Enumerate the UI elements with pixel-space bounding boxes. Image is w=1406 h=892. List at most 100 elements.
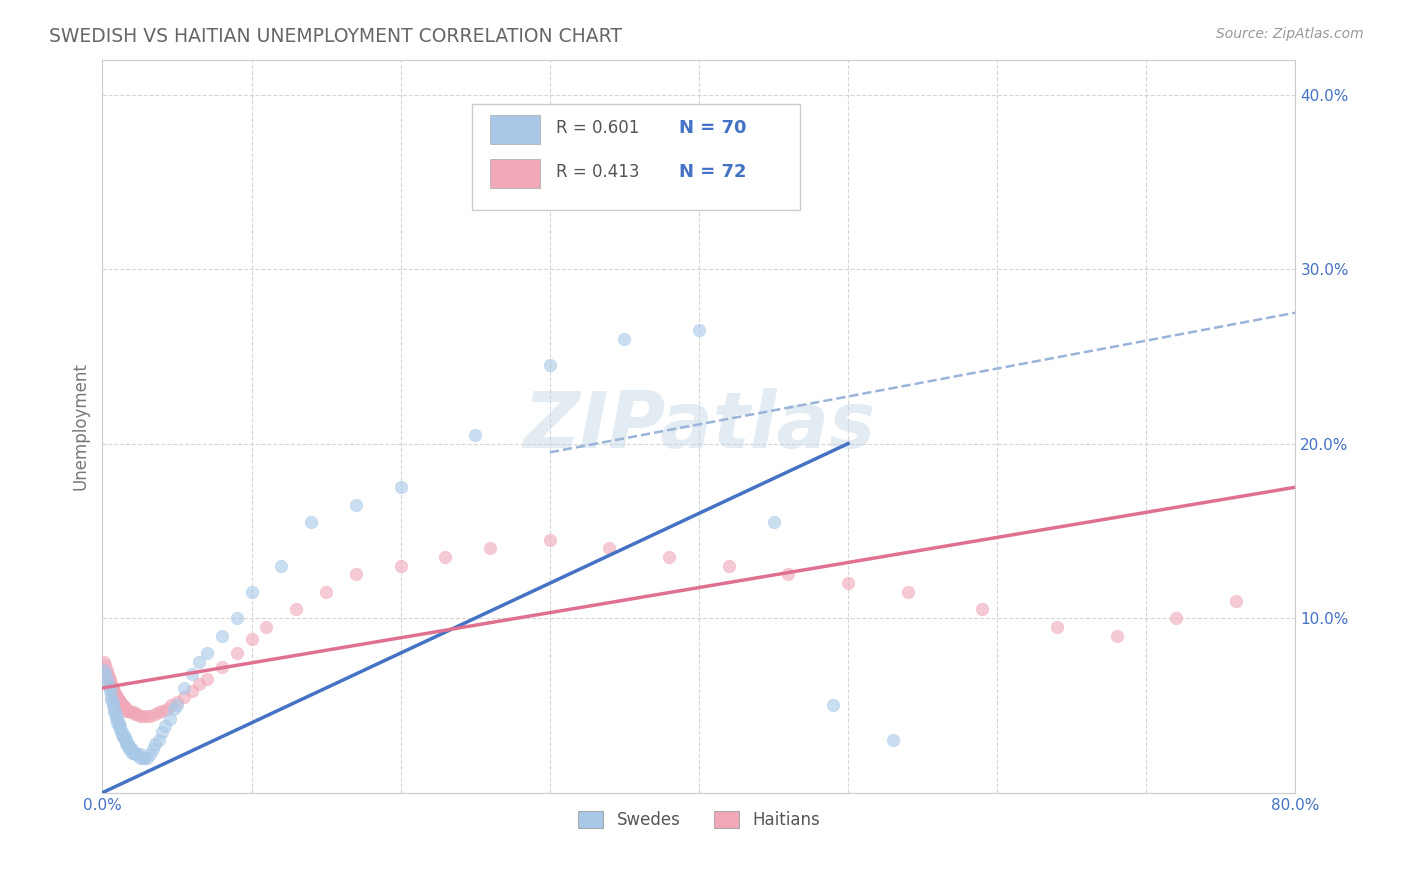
Point [114,700,136,714]
Point [256,620,278,634]
Point [134,750,156,764]
Point [166,695,188,709]
Point [128,750,150,764]
Point [105,715,128,730]
Point [121,746,143,760]
Point [108,719,131,733]
Point [285,602,308,616]
Point [104,710,127,724]
Point [150,704,173,718]
Point [389,480,412,494]
Point [93,655,115,669]
Point [344,567,367,582]
FancyBboxPatch shape [491,159,540,188]
Point [98,672,121,686]
Point [111,728,134,742]
Point [94,658,117,673]
Point [195,646,218,660]
Point [299,515,322,529]
Point [142,742,165,756]
Text: ZIPatlas: ZIPatlas [523,388,875,464]
Legend: Swedes, Haitians: Swedes, Haitians [571,804,827,836]
Point [122,746,145,760]
Point [240,632,263,646]
Point [101,681,124,695]
Point [105,691,128,706]
Text: R = 0.413: R = 0.413 [555,162,640,181]
Point [538,533,561,547]
Point [120,706,142,720]
Point [101,682,124,697]
Point [128,747,150,762]
Point [112,728,135,742]
Point [101,695,124,709]
Point [104,688,127,702]
Point [150,724,173,739]
Point [136,750,159,764]
Point [128,709,150,723]
Point [105,690,128,704]
Point [211,629,233,643]
Point [180,684,202,698]
Point [225,646,247,660]
Point [315,585,337,599]
Point [124,747,146,762]
Point [112,730,135,744]
Point [108,693,131,707]
Point [117,739,139,753]
FancyBboxPatch shape [472,103,800,210]
Point [538,358,561,372]
Point [434,549,457,564]
Point [1046,620,1069,634]
Point [118,742,141,756]
Point [837,576,859,591]
Point [389,558,412,573]
Point [598,541,620,556]
Point [108,693,131,707]
Point [98,684,121,698]
Point [120,742,142,756]
Point [143,737,166,751]
Point [270,558,292,573]
Point [104,707,127,722]
Point [464,428,486,442]
Point [114,730,136,744]
Point [1105,629,1128,643]
Point [139,709,162,723]
Point [110,697,132,711]
Point [121,742,143,756]
Point [111,697,134,711]
FancyBboxPatch shape [491,114,540,144]
Text: Source: ZipAtlas.com: Source: ZipAtlas.com [1216,27,1364,41]
Point [114,733,136,747]
Text: R = 0.601: R = 0.601 [555,119,640,136]
Point [180,667,202,681]
Point [100,675,122,690]
Point [131,709,153,723]
Point [97,667,120,681]
Point [101,698,124,713]
Point [97,677,120,691]
Point [972,602,994,616]
Point [110,719,132,733]
Point [97,670,120,684]
Point [166,698,188,713]
Point [1225,593,1247,607]
Point [103,686,125,700]
Y-axis label: Unemployment: Unemployment [72,362,89,490]
Point [122,706,145,720]
Point [613,332,636,346]
Point [173,690,195,704]
Point [103,684,125,698]
Point [159,712,181,726]
Point [100,693,122,707]
Point [115,737,138,751]
Point [125,707,148,722]
Point [717,558,740,573]
Point [94,667,117,681]
Point [148,706,170,720]
Point [897,585,920,599]
Point [100,679,122,693]
Point [110,723,132,737]
Point [188,677,211,691]
